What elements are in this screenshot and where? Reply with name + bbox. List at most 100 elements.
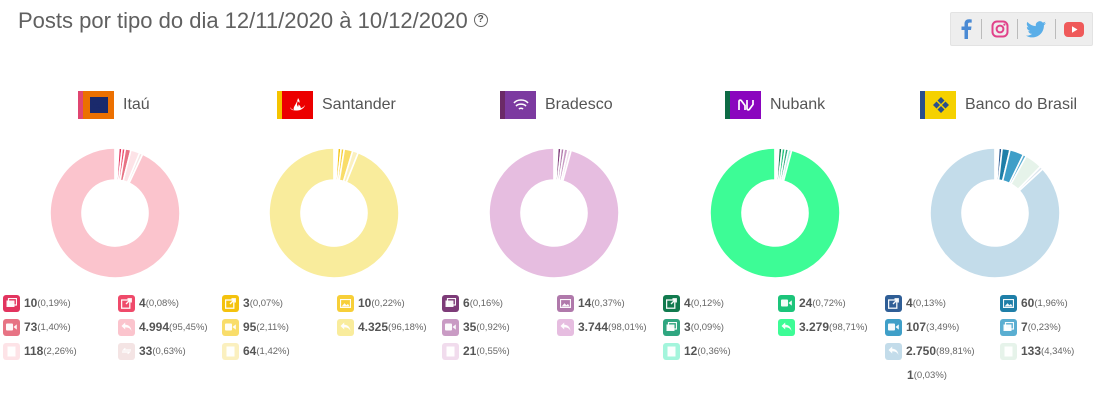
legend-item-other[interactable]: 1 (0,03%): [907, 366, 947, 384]
legend-item-album[interactable]: 10 (0,19%): [3, 294, 71, 312]
legend-percent: (1,96%): [1034, 297, 1068, 309]
video-icon: [3, 318, 20, 336]
share-icon: [557, 318, 574, 336]
donut-chart: [709, 147, 841, 279]
bank-chart: Bradesco 6 (0,16%) 14 (0,37%) 35 (0,92%) 3.744(…: [442, 90, 652, 390]
legend-item-status[interactable]: 12 (0,36%): [663, 342, 731, 360]
twitter-icon[interactable]: [1026, 20, 1047, 38]
donut-slice-share[interactable]: [709, 147, 841, 279]
legend-count: 24: [799, 296, 813, 310]
legend-percent: (1,42%): [256, 345, 290, 357]
share-icon: [778, 318, 795, 336]
legend-item-album[interactable]: 3 (0,09%): [663, 318, 724, 336]
youtube-icon[interactable]: [1063, 21, 1084, 37]
legend-item-link[interactable]: 4 (0,13%): [885, 294, 946, 312]
bank-chart: Banco do Brasil 4 (0,13%) 60 (1,96%) 107 (3,49…: [885, 90, 1095, 390]
donut-slice-share[interactable]: [49, 147, 181, 279]
legend-percent: (2,11%): [256, 321, 289, 333]
legend-item-share[interactable]: 4.994 (95,45%): [118, 318, 208, 336]
legend-count: 2.750: [906, 344, 937, 358]
legend-item-share[interactable]: 2.750 (89,81%): [885, 342, 975, 360]
legend-count: 3.744: [578, 320, 609, 334]
bank-header: Banco do Brasil: [920, 90, 1077, 120]
legend-count: 4: [906, 296, 913, 310]
legend-count: 35: [463, 320, 477, 334]
bank-chart: Santander 3 (0,07%) 10 (0,22%) 95 (2,11%) 4.325…: [222, 90, 432, 390]
legend-percent: (0,19%): [37, 297, 71, 309]
social-divider: [1016, 19, 1018, 39]
legend-item-photo[interactable]: 60 (1,96%): [1000, 294, 1068, 312]
bank-name: Banco do Brasil: [965, 96, 1078, 113]
donut-chart: [488, 147, 620, 279]
legend-count: 64: [243, 344, 257, 358]
legend-item-event[interactable]: 33 (0,63%): [118, 342, 186, 360]
bank-logo: [920, 91, 956, 119]
legend-percent: (0,09%): [690, 321, 724, 333]
legend-item-link[interactable]: 3 (0,07%): [222, 294, 283, 312]
legend-item-status[interactable]: 64 (1,42%): [222, 342, 290, 360]
photo-icon: [1000, 294, 1017, 312]
donut-chart: [929, 147, 1061, 279]
legend-item-share[interactable]: 3.279 (98,71%): [778, 318, 868, 336]
bank-header: itaú Itaú: [78, 90, 150, 120]
legend-count: 95: [243, 320, 257, 334]
legend-item-video[interactable]: 24 (0,72%): [778, 294, 846, 312]
donut-chart: [49, 147, 181, 279]
bank-header: Nubank: [725, 90, 825, 120]
legend-item-status[interactable]: 133 (4,34%): [1000, 342, 1074, 360]
legend-item-album[interactable]: 6 (0,16%): [442, 294, 503, 312]
legend-item-video[interactable]: 95 (2,11%): [222, 318, 289, 336]
legend-count: 3.279: [799, 320, 830, 334]
legend-item-photo[interactable]: 10 (0,22%): [337, 294, 405, 312]
legend-item-video[interactable]: 107 (3,49%): [885, 318, 959, 336]
legend-percent: (1,40%): [37, 321, 71, 333]
legend-percent: (0,63%): [152, 345, 186, 357]
legend-item-share[interactable]: 4.325 (96,18%): [337, 318, 427, 336]
legend-item-video[interactable]: 35 (0,92%): [442, 318, 510, 336]
legend-item-photo[interactable]: 14 (0,37%): [557, 294, 625, 312]
help-icon[interactable]: ?: [473, 13, 488, 28]
link-icon: [885, 294, 902, 312]
legend-count: 7: [1021, 320, 1028, 334]
instagram-icon[interactable]: [991, 20, 1009, 38]
legend-percent: (0,08%): [145, 297, 179, 309]
legend-count: 4.325: [358, 320, 389, 334]
legend-percent: (0,92%): [476, 321, 510, 333]
donut-slice-share[interactable]: [929, 147, 1061, 279]
legend-percent: (0,37%): [591, 297, 625, 309]
legend-percent: (98,71%): [829, 321, 868, 333]
status-icon: [663, 342, 680, 360]
legend-item-share[interactable]: 3.744 (98,01%): [557, 318, 647, 336]
legend-percent: (0,23%): [1027, 321, 1061, 333]
donut-slice-share[interactable]: [268, 147, 400, 279]
legend-count: 10: [358, 296, 372, 310]
photo-icon: [337, 294, 354, 312]
legend-count: 107: [906, 320, 927, 334]
legend-item-link[interactable]: 4 (0,08%): [118, 294, 179, 312]
legend-percent: (0,07%): [249, 297, 283, 309]
event-icon: [118, 342, 135, 360]
legend-count: 3: [684, 320, 691, 334]
facebook-icon[interactable]: [959, 19, 973, 39]
legend-percent: (2,26%): [43, 345, 77, 357]
legend-item-video[interactable]: 73 (1,40%): [3, 318, 71, 336]
legend-count: 133: [1021, 344, 1042, 358]
legend-percent: (0,36%): [697, 345, 731, 357]
legend-percent: (0,12%): [690, 297, 724, 309]
bank-chart: itaú Itaú 10 (0,19%) 4 (0,08%) 73 (1,40%) 4.994(…: [3, 90, 213, 390]
album-icon: [1000, 318, 1017, 336]
legend-item-status[interactable]: 21 (0,55%): [442, 342, 510, 360]
legend-percent: (95,45%): [169, 321, 208, 333]
donut-slice-share[interactable]: [488, 147, 620, 279]
social-divider: [981, 19, 983, 39]
album-icon: [442, 294, 459, 312]
legend-percent: (0,16%): [469, 297, 503, 309]
legend-count: 6: [463, 296, 470, 310]
legend-count: 14: [578, 296, 592, 310]
legend-item-link[interactable]: 4 (0,12%): [663, 294, 724, 312]
link-icon: [663, 294, 680, 312]
bank-logo: [500, 91, 536, 119]
legend-item-status[interactable]: 118 (2,26%): [3, 342, 77, 360]
legend-count: 4: [139, 296, 146, 310]
legend-item-album[interactable]: 7 (0,23%): [1000, 318, 1061, 336]
